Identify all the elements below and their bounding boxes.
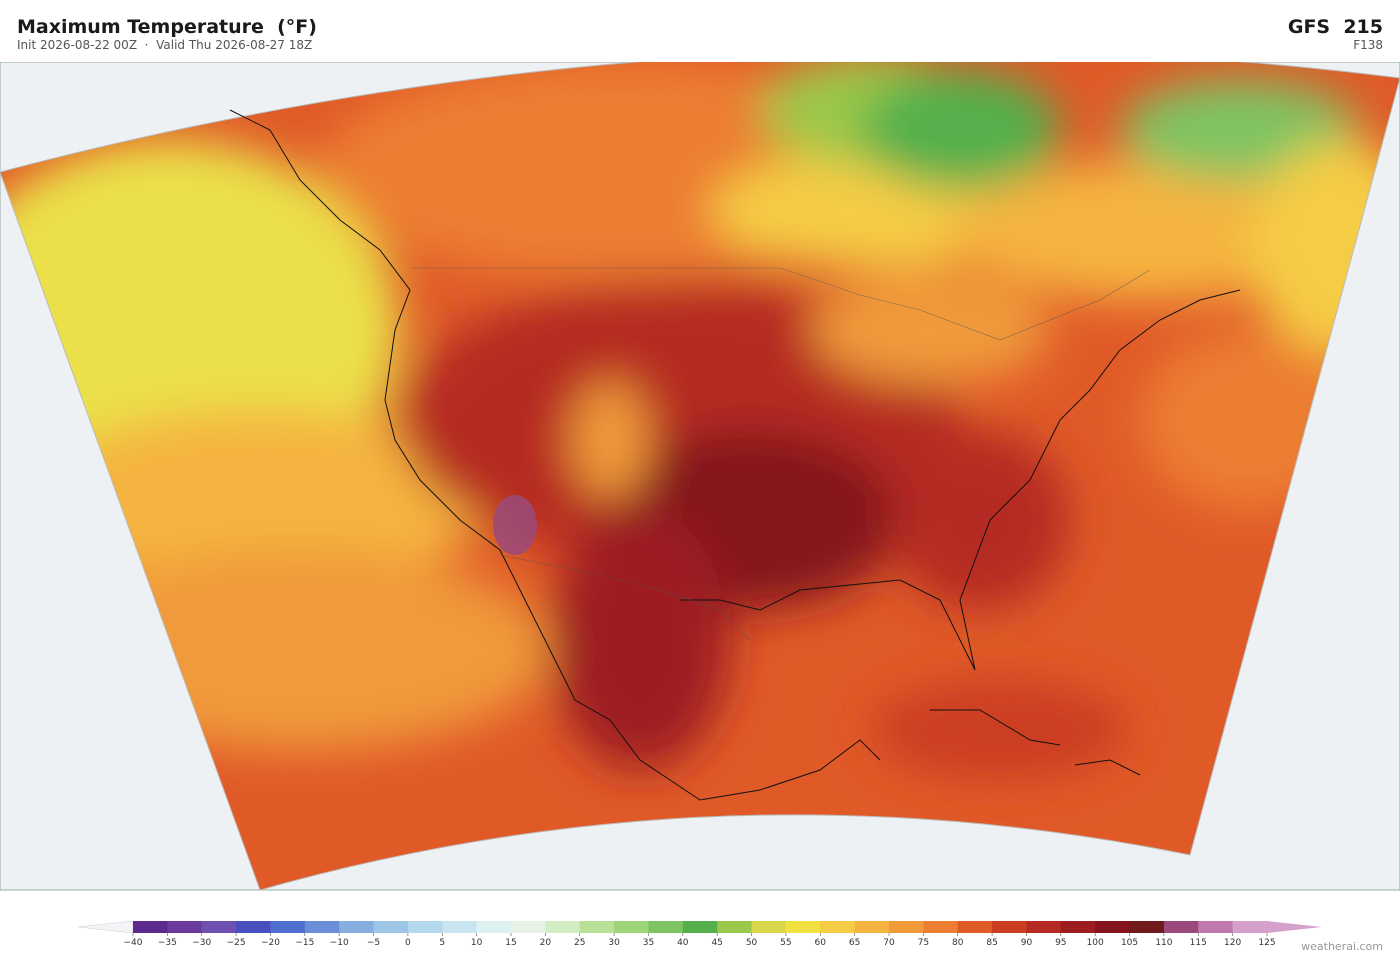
colorbar-tick-label: 45 xyxy=(711,938,722,948)
colorbar-tick-label: 100 xyxy=(1087,938,1104,948)
colorbar-segment xyxy=(511,921,546,933)
colorbar-segment xyxy=(1095,921,1131,933)
model: GFS 215 xyxy=(1287,16,1383,38)
colorbar-segment xyxy=(545,921,581,933)
coastline xyxy=(229,109,881,801)
colorbar-segment xyxy=(957,921,993,933)
colorbar-tick-label: 95 xyxy=(1055,938,1066,948)
field-blob xyxy=(810,275,1050,385)
colorbar-segment xyxy=(407,921,443,933)
colorbar-tick-label: 70 xyxy=(883,938,895,948)
field-blob xyxy=(950,160,1350,300)
colorbar-segment xyxy=(923,921,959,933)
colorbar-segment xyxy=(648,921,684,933)
colorbar-tick-label: 85 xyxy=(986,938,997,948)
field-blob xyxy=(890,430,1070,610)
colorbar-segment xyxy=(854,921,890,933)
colorbar-segment xyxy=(717,921,753,933)
colorbar-segment xyxy=(1129,921,1165,933)
coastline xyxy=(930,709,1141,776)
colorbar-segment xyxy=(442,921,478,933)
colorbar-tick-label: 80 xyxy=(952,938,964,948)
colorbar-segment xyxy=(682,921,718,933)
map xyxy=(0,62,1400,891)
colorbar-tick-label: 75 xyxy=(918,938,929,948)
colorbar-segment xyxy=(614,921,649,933)
colorbar-tick-label: 30 xyxy=(608,938,620,948)
colorbar-segment xyxy=(785,921,821,933)
title: Maximum Temperature (°F) xyxy=(17,16,317,38)
colorbar-tick-label: 10 xyxy=(471,938,483,948)
colorbar-tick-label: 40 xyxy=(677,938,689,948)
colorbar-tick-label: 50 xyxy=(746,938,758,948)
colorbar-segment xyxy=(373,921,409,933)
field-blob xyxy=(870,680,1130,780)
colorbar-segment xyxy=(992,921,1027,933)
domain-outline xyxy=(0,62,1400,891)
colorbar-tick-label: 125 xyxy=(1258,938,1275,948)
colorbar: weatherai.com −40 −35 −30 −25 −20 −15 −10 −5 0 5 1… xyxy=(77,920,1383,953)
colorbar-segment xyxy=(201,921,237,933)
colorbar-segment xyxy=(579,921,615,933)
colorbar-segment xyxy=(476,921,512,933)
colorbar-tick-label: 90 xyxy=(1021,938,1033,948)
colorbar-segment xyxy=(1060,921,1096,933)
coastline xyxy=(680,289,1241,671)
colorbar-tick-label: 55 xyxy=(780,938,791,948)
field-blob xyxy=(550,510,730,770)
colorbar-tick-label: 120 xyxy=(1224,938,1241,948)
colorbar-tick-label: 20 xyxy=(540,938,552,948)
colorbar-tick-label: 65 xyxy=(849,938,860,948)
colorbar-tick-label: 5 xyxy=(439,938,445,948)
colorbar-segment xyxy=(1163,921,1199,933)
colorbar-segment xyxy=(133,921,168,933)
forecast-hour: F138 xyxy=(1353,38,1383,52)
subtitle: Init 2026-08-22 00Z · Valid Thu 2026-08-… xyxy=(17,38,313,52)
colorbar-tick-label: −25 xyxy=(227,938,246,948)
colorbar-tick-label: −10 xyxy=(330,938,349,948)
colorbar-tick-label: −40 xyxy=(124,938,143,948)
colorbar-tick-label: 0 xyxy=(405,938,411,948)
colorbar-segment xyxy=(304,921,340,933)
field-blob xyxy=(30,410,490,590)
borders xyxy=(410,267,1151,641)
colorbar-tick-label: −20 xyxy=(261,938,280,948)
colorbar-tick-label: −30 xyxy=(192,938,211,948)
colorbar-segment xyxy=(889,921,924,933)
colorbar-tick-label: 15 xyxy=(505,938,516,948)
colorbar-tick-label: −15 xyxy=(295,938,314,948)
colorbar-segment xyxy=(167,921,203,933)
border xyxy=(410,267,1151,341)
colorbar-tick-label: 115 xyxy=(1190,938,1207,948)
colorbar-segment xyxy=(751,921,787,933)
colorbar-tick-label: 110 xyxy=(1155,938,1172,948)
colorbar-tick-label: 105 xyxy=(1121,938,1138,948)
colorbar-segment xyxy=(1198,921,1234,933)
colorbar-over xyxy=(1267,921,1322,933)
field-blob xyxy=(860,70,1060,190)
coastlines xyxy=(229,109,1241,801)
colorbar-segment xyxy=(1026,921,1062,933)
colorbar-tick-label: 60 xyxy=(815,938,827,948)
colorbar-tick-label: 25 xyxy=(574,938,585,948)
colorbar-segment xyxy=(236,921,271,933)
colorbar-tick-label: −5 xyxy=(367,938,380,948)
field-blob xyxy=(570,380,650,500)
credit: weatherai.com xyxy=(1301,940,1383,953)
border xyxy=(499,554,751,641)
colorbar-tick-label: 35 xyxy=(643,938,654,948)
colorbar-segment xyxy=(270,921,306,933)
field-blob xyxy=(493,495,537,555)
colorbar-segment xyxy=(339,921,375,933)
colorbar-tick-label: −35 xyxy=(158,938,177,948)
colorbar-segment xyxy=(820,921,856,933)
colorbar-segment xyxy=(1232,921,1268,933)
colorbar-under xyxy=(77,920,134,934)
